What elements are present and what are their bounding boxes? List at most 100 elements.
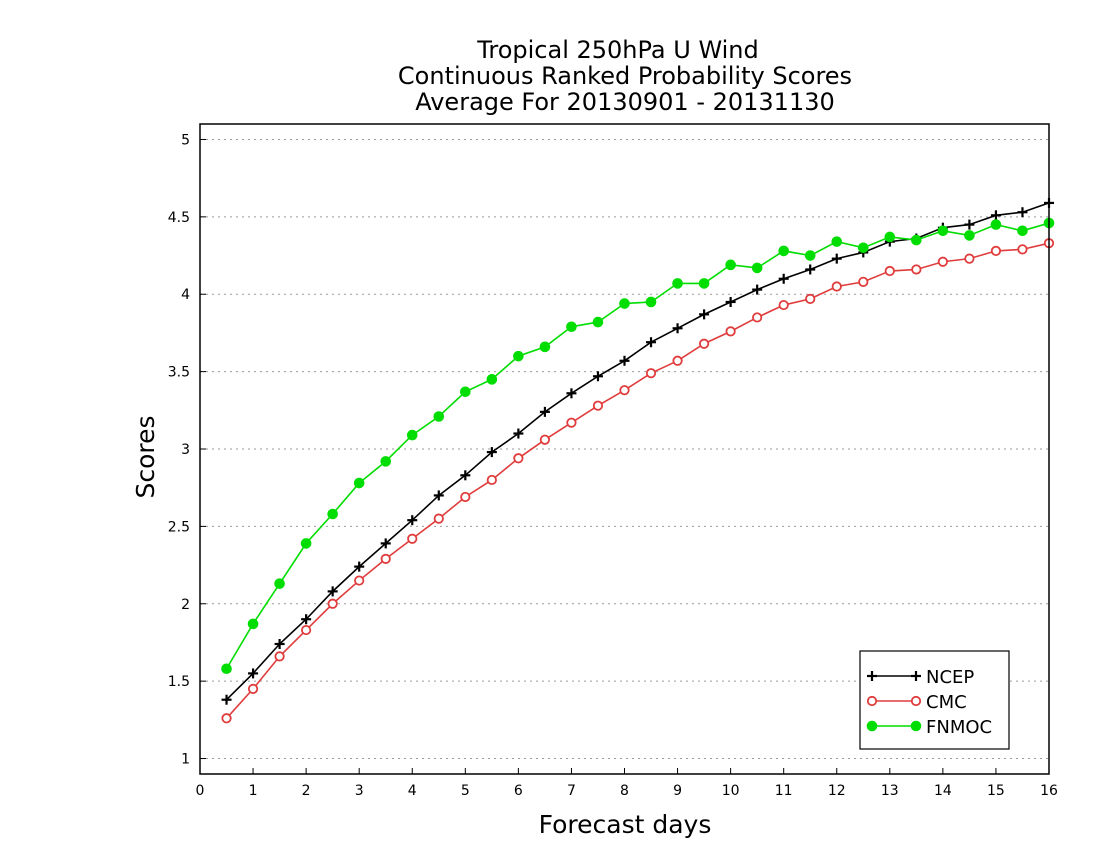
y-tick-label: 5 xyxy=(181,132,190,148)
data-point-ncep xyxy=(592,371,603,382)
legend-label-fnmoc: FNMOC xyxy=(926,717,992,738)
y-tick-label: 3 xyxy=(181,442,190,458)
series-fnmoc xyxy=(221,217,1055,675)
data-point-fnmoc xyxy=(831,236,843,247)
data-point-cmc xyxy=(539,434,551,445)
data-point-ncep xyxy=(221,694,232,705)
data-point-ncep xyxy=(752,284,763,295)
y-tick-label: 2.5 xyxy=(168,519,190,535)
data-point-fnmoc xyxy=(725,259,736,271)
series-line-cmc xyxy=(225,242,1050,719)
data-point-ncep xyxy=(646,337,657,348)
data-point-ncep xyxy=(327,586,338,597)
data-point-fnmoc xyxy=(300,538,312,549)
y-axis-ticks: 1 1.5 2 2.5 3 3.5 4 4.5 5 xyxy=(168,132,206,768)
x-axis-ticks: 0 1 2 3 4 5 6 7 8 9 10 11 12 13 14 15 16 xyxy=(196,768,1058,799)
plot-frame xyxy=(199,123,1050,775)
x-tick-label: 15 xyxy=(987,783,1005,799)
x-tick-label: 5 xyxy=(461,783,470,799)
data-point-cmc xyxy=(831,281,842,292)
data-point-cmc xyxy=(778,299,789,311)
data-point-ncep xyxy=(566,388,577,399)
plot-series xyxy=(221,197,1055,724)
data-point-cmc xyxy=(1017,244,1028,255)
legend-marker-end-fnmoc xyxy=(910,720,922,732)
data-point-fnmoc xyxy=(911,234,922,246)
data-point-fnmoc xyxy=(857,242,869,254)
y-tick-label: 4.5 xyxy=(168,210,190,226)
data-point-ncep xyxy=(699,309,710,320)
data-point-fnmoc xyxy=(592,316,604,328)
data-point-ncep xyxy=(619,355,630,366)
data-point-fnmoc xyxy=(645,296,657,308)
legend-marker-start-ncep xyxy=(867,671,877,681)
data-point-cmc xyxy=(752,312,763,323)
x-tick-label: 9 xyxy=(673,783,682,799)
x-tick-label: 0 xyxy=(196,783,205,799)
data-point-cmc xyxy=(274,651,285,662)
data-point-fnmoc xyxy=(884,231,896,243)
x-tick-label: 6 xyxy=(514,783,523,799)
data-point-ncep xyxy=(1017,207,1028,218)
y-axis-label: Scores xyxy=(131,415,160,498)
data-point-ncep xyxy=(380,538,391,549)
data-point-fnmoc xyxy=(990,219,1002,230)
data-point-fnmoc xyxy=(804,250,816,261)
x-tick-label: 10 xyxy=(722,783,740,799)
data-point-fnmoc xyxy=(433,411,445,422)
chart-title-line-2: Continuous Ranked Probability Scores xyxy=(398,62,852,90)
series-cmc xyxy=(221,238,1055,724)
data-point-ncep xyxy=(805,264,816,275)
data-point-cmc xyxy=(460,491,471,503)
data-point-fnmoc xyxy=(964,230,975,241)
data-point-cmc xyxy=(566,417,577,428)
x-tick-label: 13 xyxy=(881,783,899,799)
x-tick-label: 4 xyxy=(408,783,417,799)
data-point-cmc xyxy=(486,474,497,486)
data-point-fnmoc xyxy=(751,262,763,274)
data-point-ncep xyxy=(964,219,975,230)
y-tick-label: 1.5 xyxy=(168,674,190,690)
data-point-ncep xyxy=(990,210,1001,221)
data-point-cmc xyxy=(858,276,869,287)
x-tick-label: 1 xyxy=(249,783,258,799)
data-point-fnmoc xyxy=(672,278,683,289)
series-line-fnmoc xyxy=(225,222,1050,670)
data-point-fnmoc xyxy=(513,350,524,362)
data-point-ncep xyxy=(778,273,789,284)
data-point-cmc xyxy=(964,253,975,264)
x-tick-label: 8 xyxy=(620,783,629,799)
data-point-fnmoc xyxy=(460,386,471,398)
data-point-cmc xyxy=(247,683,259,694)
data-point-cmc xyxy=(645,368,657,379)
data-point-fnmoc xyxy=(566,321,577,333)
data-point-ncep xyxy=(407,515,418,526)
chart-title-line-1: Tropical 250hPa U Wind xyxy=(476,36,759,64)
data-point-fnmoc xyxy=(380,456,392,467)
legend-label-ncep: NCEP xyxy=(926,667,974,688)
data-point-fnmoc xyxy=(1017,225,1028,237)
chart-title-line-3: Average For 20130901 - 20131130 xyxy=(415,88,835,116)
data-point-fnmoc xyxy=(406,429,418,441)
data-point-ncep xyxy=(831,253,842,264)
y-tick-label: 2 xyxy=(181,597,190,613)
data-point-ncep xyxy=(672,323,683,334)
data-point-fnmoc xyxy=(486,374,498,385)
data-point-cmc xyxy=(327,598,338,609)
x-axis-label: Forecast days xyxy=(539,810,712,839)
data-point-ncep xyxy=(725,296,736,307)
data-point-cmc xyxy=(407,533,418,544)
data-point-fnmoc xyxy=(539,341,551,353)
data-point-ncep xyxy=(248,668,259,679)
data-point-ncep xyxy=(301,614,312,625)
data-point-fnmoc xyxy=(327,508,338,520)
x-tick-label: 11 xyxy=(775,783,793,799)
data-point-fnmoc xyxy=(353,477,365,489)
data-point-fnmoc xyxy=(937,225,949,237)
y-tick-label: 3.5 xyxy=(168,365,190,381)
data-point-fnmoc xyxy=(274,578,285,589)
data-point-cmc xyxy=(433,513,444,524)
data-point-fnmoc xyxy=(619,298,630,309)
legend-marker-start-cmc xyxy=(866,695,878,707)
